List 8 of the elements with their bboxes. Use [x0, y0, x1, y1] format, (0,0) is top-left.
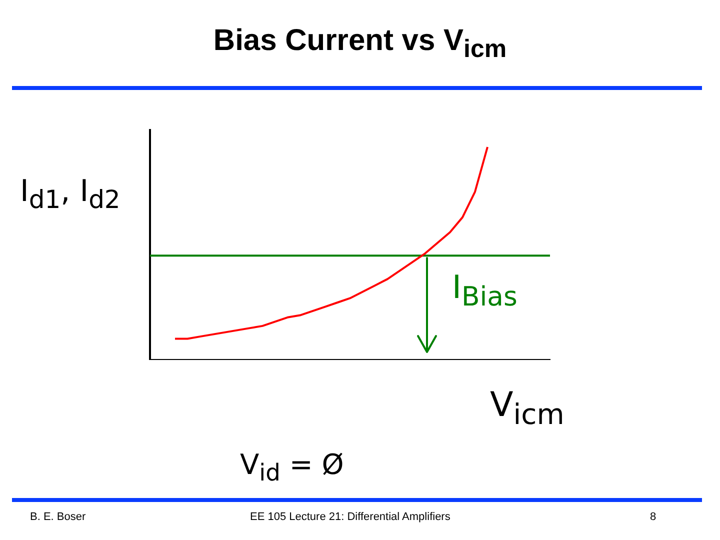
text: 8: [650, 511, 656, 523]
x-axis-title: V$_{icm}$: [490, 385, 564, 431]
text: EE 105 Lecture 21: Differential Amplifiers: [250, 511, 450, 523]
text: V$_{id}$ = Ø: [240, 448, 344, 487]
chart-title: Bias Current vs V$_{icm}$: [212, 24, 508, 64]
text: B. E. Boser: [30, 511, 86, 523]
series-label: I$_{Bias}$: [452, 268, 518, 312]
y-axis-title: I$_{d1}$, I$_{d2}$: [20, 173, 122, 216]
